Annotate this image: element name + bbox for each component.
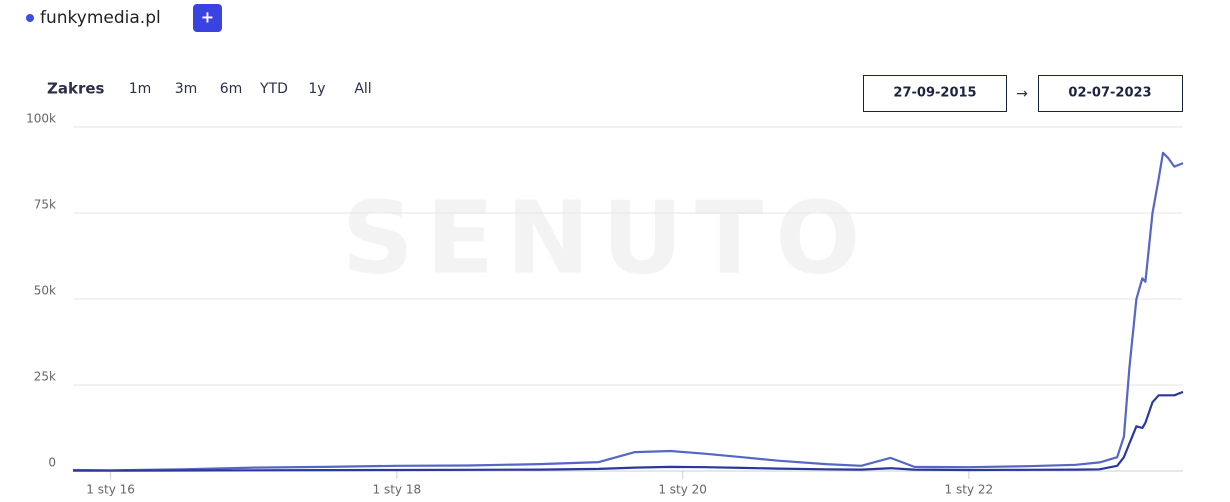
range-option[interactable]: 1m <box>129 81 152 97</box>
y-tick-label: 25k <box>34 370 56 384</box>
x-tick-label: 1 sty 16 <box>86 483 135 497</box>
date-from-box[interactable] <box>863 75 1007 112</box>
legend-label[interactable]: funkymedia.pl <box>40 8 161 28</box>
y-tick-label: 50k <box>34 284 56 298</box>
x-tick-label: 1 sty 20 <box>658 483 707 497</box>
date-arrow: → <box>1016 86 1028 102</box>
add-button-label[interactable]: + <box>201 8 214 27</box>
legend-dot <box>26 14 34 22</box>
range-option[interactable]: 1y <box>308 81 325 97</box>
series-line <box>73 390 1184 472</box>
y-tick-label: 75k <box>34 198 56 212</box>
y-tick-label: 100k <box>26 112 56 126</box>
range-option[interactable]: YTD <box>259 81 288 97</box>
y-tick-label: 0 <box>48 456 56 470</box>
watermark: SENUTO <box>342 179 872 296</box>
x-tick-label: 1 sty 22 <box>945 483 994 497</box>
add-button[interactable] <box>193 4 222 32</box>
date-to-box[interactable] <box>1038 75 1183 112</box>
range-label: Zakres <box>47 80 105 98</box>
date-from[interactable]: 27-09-2015 <box>893 86 976 101</box>
range-option[interactable]: All <box>354 81 371 97</box>
x-tick-label: 1 sty 18 <box>373 483 422 497</box>
series-line <box>72 151 1184 472</box>
date-to[interactable]: 02-07-2023 <box>1068 86 1151 101</box>
range-option[interactable]: 3m <box>175 81 198 97</box>
range-option[interactable]: 6m <box>220 81 243 97</box>
